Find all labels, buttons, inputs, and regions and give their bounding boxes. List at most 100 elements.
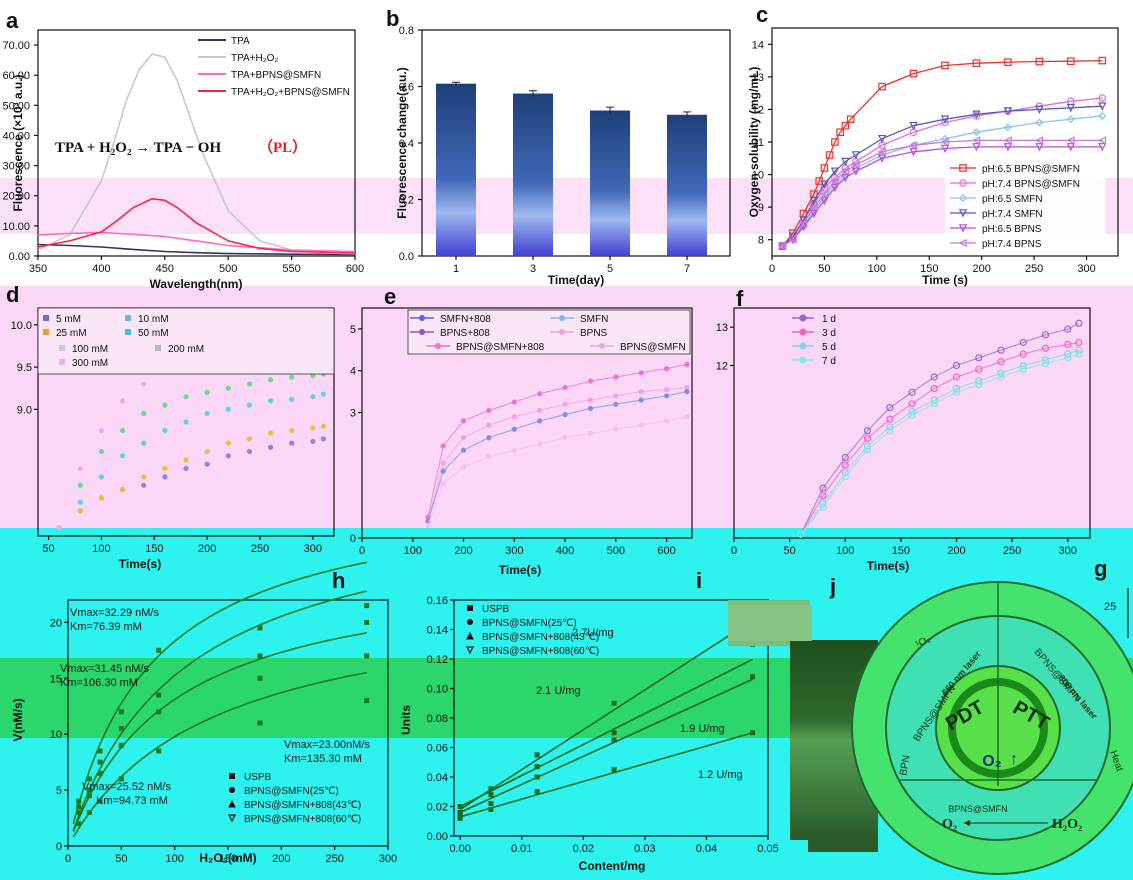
data-point — [537, 407, 543, 414]
data-point — [841, 157, 850, 167]
panel-letter-a: a — [6, 8, 19, 33]
data-point — [613, 401, 619, 407]
data-point — [587, 405, 594, 411]
data-point — [1035, 57, 1044, 66]
fit-line — [459, 619, 754, 811]
data-point — [1098, 94, 1107, 102]
legend-entry: pH:6.5 BPNS@SMFN — [982, 164, 1080, 175]
panel-letter-e: e — [384, 284, 396, 309]
data-point — [162, 465, 168, 472]
x-tick-label: 0.05 — [757, 843, 778, 855]
data-point — [846, 115, 855, 124]
data-point — [1035, 105, 1044, 114]
data-point — [225, 440, 231, 446]
legend-entry: BPNS@SMFN — [620, 342, 686, 353]
series-line — [782, 115, 1103, 247]
panel-f: f 0 50 100 150 200 250 300 12 13 1 d 3 d 5 d 7 d Ti… — [716, 286, 1091, 573]
data-point — [119, 427, 126, 434]
data-point — [1019, 338, 1027, 347]
legend-marker — [125, 329, 131, 335]
data-point — [908, 407, 916, 416]
data-point — [1075, 350, 1083, 358]
data-point — [229, 787, 235, 793]
x-tick-label: 3 — [530, 263, 536, 275]
y-tick-label: 0.10 — [427, 684, 448, 696]
legend: USPB BPNS@SMFN(25℃) BPNS@SMFN+808(43℃) BPNS… — [466, 604, 599, 657]
data-point — [486, 422, 492, 428]
x-tick-label: 100 — [92, 543, 110, 555]
x-tick-label: 300 — [505, 545, 523, 557]
legend-entry: 5 d — [822, 342, 836, 353]
data-point — [941, 61, 949, 70]
y-tick-label: 10.00 — [2, 221, 30, 233]
data-point — [183, 419, 189, 425]
data-point — [819, 484, 827, 492]
fit-line — [459, 678, 753, 814]
data-point — [930, 400, 938, 408]
data-point — [156, 748, 162, 754]
legend-marker — [125, 315, 131, 321]
data-point — [457, 815, 463, 821]
legend-entry: pH:6.5 BPNS — [982, 224, 1042, 235]
data-point — [1098, 143, 1107, 152]
series-line — [782, 105, 1103, 247]
data-point — [997, 373, 1005, 381]
legend-entry: 200 mM — [168, 344, 204, 355]
data-point — [638, 389, 644, 395]
y-tick-label: 5 — [56, 785, 62, 797]
x-axis-label: Time (s) — [922, 273, 968, 287]
data-point — [611, 700, 617, 706]
x-tick-label: 250 — [1025, 263, 1043, 275]
reaction-reactant: H₂O₂ — [1052, 817, 1082, 832]
data-point — [1041, 344, 1050, 352]
x-tick-label: 0.03 — [634, 843, 655, 855]
y-tick-label: 10 — [752, 170, 764, 182]
legend-entry: BPNS@SMFN+808(43℃) — [482, 632, 599, 643]
fit-curve — [72, 671, 367, 838]
series-lines — [37, 53, 356, 256]
panel-letter-j: j — [829, 574, 836, 599]
data-point — [613, 393, 619, 399]
data-point — [440, 468, 446, 474]
data-point — [204, 461, 210, 467]
panel-g: 0 50 100 150 200 250 300 0 5 10 15 20 Vmax=32.29 nM… — [11, 561, 397, 865]
data-point — [562, 412, 568, 418]
y-axis-label: Oxygen solubility (mg/mL) — [747, 67, 761, 218]
x-axis-label: Content/mg — [579, 859, 646, 873]
data-point — [320, 436, 327, 442]
data-point — [141, 381, 147, 387]
data-point — [310, 438, 316, 445]
y-tick-label: 4 — [350, 366, 356, 378]
data-point — [1041, 331, 1050, 339]
data-point — [310, 394, 316, 400]
data-point — [1067, 57, 1075, 66]
partial-tick-label: 25 — [1104, 601, 1116, 613]
y-tick-label: 5 — [350, 324, 356, 336]
legend: pH:6.5 BPNS@SMFN pH:7.4 BPNS@SMFN pH:6.5 S… — [945, 158, 1105, 250]
data-point — [587, 397, 594, 403]
legend-marker — [559, 329, 565, 335]
x-tick-label: 300 — [1077, 263, 1095, 275]
legend-box — [945, 158, 1105, 250]
y-tick-label: 10.0 — [11, 320, 32, 332]
data-point — [909, 121, 918, 131]
data-point — [141, 410, 147, 417]
data-point — [537, 391, 543, 397]
x-tick-label: 50 — [42, 543, 54, 555]
legend-entry: TPA+H₂O₂ — [231, 53, 278, 64]
fit-annotation: Km=94.73 mM — [96, 795, 168, 807]
data-point — [467, 605, 473, 611]
y-tick-label: 0.08 — [427, 713, 448, 725]
data-point — [162, 427, 168, 434]
legend-entry: BPNS@SMFN(25℃) — [482, 618, 577, 629]
data-point — [1064, 354, 1072, 362]
data-point — [841, 174, 850, 183]
data-point — [930, 396, 938, 404]
x-tick-label: 0 — [769, 263, 775, 275]
data-point — [141, 440, 147, 446]
x-tick-label: 100 — [868, 263, 886, 275]
y-tick-label: 50.00 — [2, 100, 30, 112]
data-point — [1035, 143, 1044, 152]
data-point — [246, 448, 253, 455]
series-line — [800, 322, 1080, 535]
